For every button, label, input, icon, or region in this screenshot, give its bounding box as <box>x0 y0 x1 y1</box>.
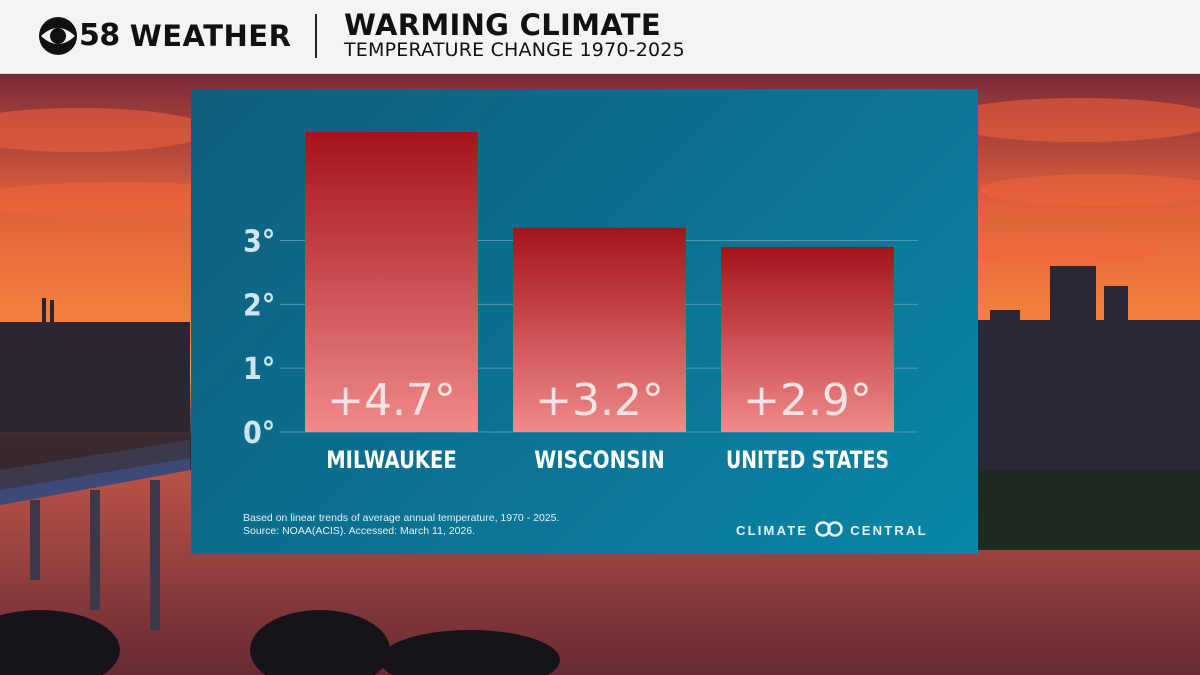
header-divider <box>315 14 317 58</box>
bar <box>305 132 478 432</box>
source-note-line2: Source: NOAA(ACIS). Accessed: March 11, … <box>243 525 476 537</box>
category-label: UNITED STATES <box>726 446 889 474</box>
climate-central-logo: CLIMATE CENTRAL <box>736 521 928 540</box>
y-tick-label: 3° <box>243 225 275 260</box>
category-label: WISCONSIN <box>534 446 665 474</box>
header-bar: 58 WEATHER WARMING CLIMATE TEMPERATURE C… <box>0 0 1200 74</box>
category-label: MILWAUKEE <box>326 446 457 474</box>
station-number: 58 <box>79 18 120 53</box>
page-subtitle: TEMPERATURE CHANGE 1970-2025 <box>344 39 685 61</box>
bar-value-label: +2.9° <box>743 375 872 426</box>
chart-panel: 0° 1° 2° 3° +4.7° MILWAUKEE +3.2° WISCONSIN +2.9… <box>191 89 978 554</box>
linked-rings-icon <box>814 521 844 540</box>
cbs-eye-icon <box>38 16 78 56</box>
page-title: WARMING CLIMATE <box>344 8 661 42</box>
y-tick-label: 2° <box>243 288 275 323</box>
station-name: WEATHER <box>129 19 292 53</box>
bar-value-label: +3.2° <box>535 375 664 426</box>
y-tick-label: 0° <box>243 416 275 451</box>
source-note: Based on linear trends of average annual… <box>243 512 559 538</box>
bar <box>721 246 894 432</box>
y-tick-label: 1° <box>243 352 275 387</box>
temperature-bar-chart: 0° 1° 2° 3° +4.7° MILWAUKEE +3.2° WISCONSIN +2.9… <box>243 132 918 474</box>
bar-value-label: +4.7° <box>327 375 456 426</box>
source-note-line1: Based on linear trends of average annual… <box>243 512 560 524</box>
bar <box>513 227 686 432</box>
station-logo: 58 WEATHER <box>38 16 291 56</box>
brand-left-text: CLIMATE <box>736 523 809 538</box>
brand-right-text: CENTRAL <box>850 523 928 538</box>
